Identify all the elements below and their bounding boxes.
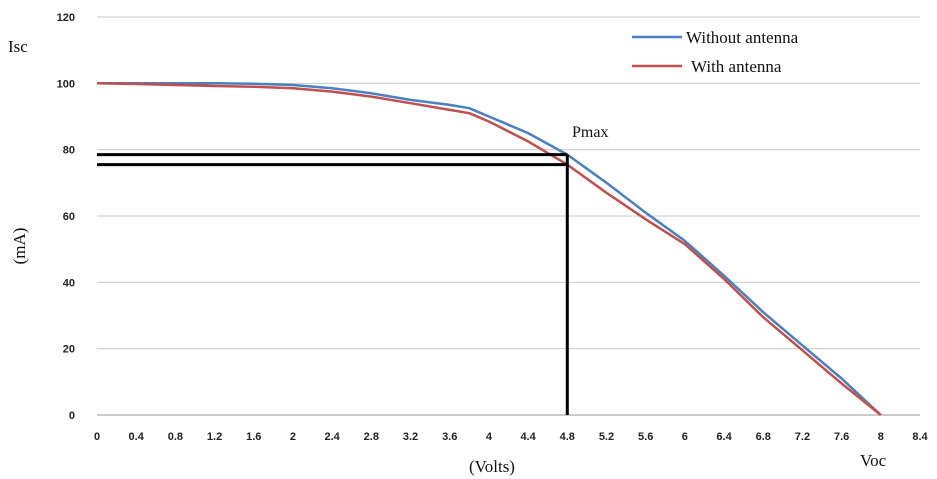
x-axis-end-label: Voc	[860, 451, 887, 470]
pmax-reference-lines	[97, 153, 569, 415]
y-tick-label: 0	[69, 410, 75, 422]
y-tick-label: 40	[63, 277, 75, 289]
x-tick-label: 4	[486, 431, 493, 443]
x-tick-label: 0	[94, 431, 100, 443]
y-tick-label: 60	[63, 211, 75, 223]
x-tick-label: 5.6	[638, 431, 653, 443]
pmax-annotation: Pmax	[572, 124, 608, 141]
x-tick-label: 8.4	[912, 431, 928, 443]
x-tick-label: 0.8	[168, 431, 183, 443]
y-tick-labels: 0 20 40 60 80 100 120	[57, 12, 75, 422]
series-line-with-antenna	[96, 82, 882, 416]
x-tick-label: 1.6	[246, 431, 261, 443]
y-axis-label: (mA)	[10, 228, 29, 265]
x-tick-label: 5.2	[599, 431, 614, 443]
legend-label-with-antenna: With antenna	[691, 57, 782, 76]
grid-lines	[97, 16, 920, 416]
x-tick-label: 4.4	[520, 431, 536, 443]
x-tick-label: 2.4	[324, 431, 340, 443]
series-lines	[96, 82, 882, 416]
y-tick-label: 120	[57, 12, 75, 24]
x-tick-label: 3.2	[403, 431, 418, 443]
y-tick-label: 20	[63, 344, 75, 356]
x-tick-label: 4.8	[560, 431, 575, 443]
x-tick-label: 2.8	[364, 431, 379, 443]
y-axis-top-label: Isc	[8, 37, 28, 56]
y-tick-label: 80	[63, 145, 75, 157]
x-tick-label: 2	[290, 431, 296, 443]
x-tick-label: 6	[682, 431, 688, 443]
y-tick-label: 100	[57, 78, 75, 90]
x-tick-label: 1.2	[207, 431, 222, 443]
legend-label-without-antenna: Without antenna	[686, 28, 799, 47]
x-tick-label: 7.2	[795, 431, 810, 443]
x-tick-label: 6.4	[716, 431, 732, 443]
x-tick-label: 7.6	[834, 431, 849, 443]
legend: Without antenna With antenna	[632, 28, 799, 76]
series-line-without-antenna	[97, 82, 882, 416]
x-axis-label: (Volts)	[469, 457, 515, 476]
x-tick-label: 0.4	[129, 431, 145, 443]
x-tick-label: 8	[878, 431, 884, 443]
x-tick-labels: 0 0.4 0.8 1.2 1.6 2 2.4 2.8 3.2 3.6 4 4.4 4.8 5.2 5.6 6…	[94, 431, 929, 443]
x-tick-label: 3.6	[442, 431, 457, 443]
x-tick-label: 6.8	[756, 431, 771, 443]
